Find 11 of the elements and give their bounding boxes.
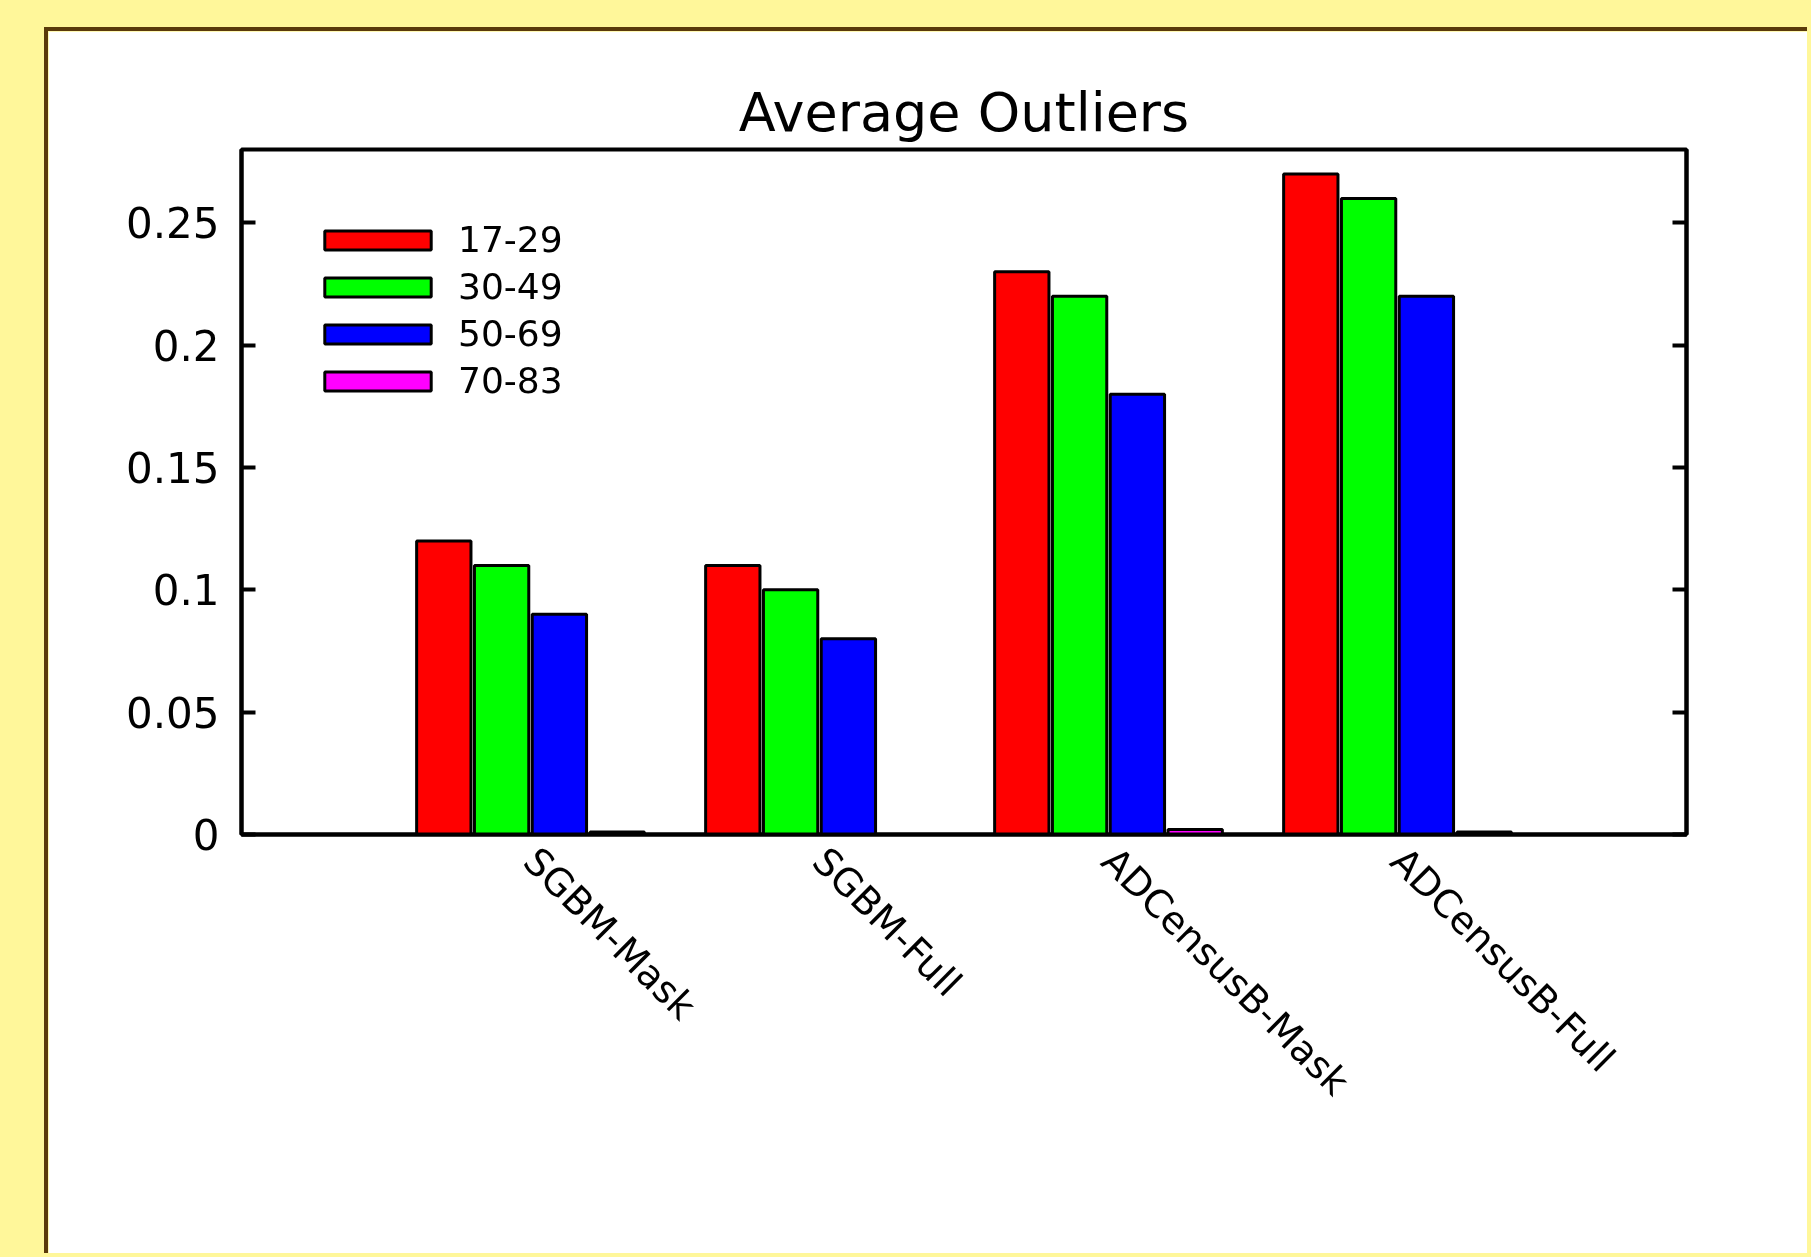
y-tick-label: 0.15: [125, 444, 220, 494]
legend-label: 17-29: [458, 219, 563, 260]
y-tick-label: 0: [192, 811, 220, 860]
y-tick-label: 0.05: [125, 688, 220, 738]
y-tick-label: 0.25: [125, 199, 220, 249]
legend-label: 30-49: [458, 266, 563, 307]
legend-label: 50-69: [458, 313, 563, 354]
y-tick-label: 0.2: [152, 321, 220, 371]
chart-title: Average Outliers: [738, 80, 1190, 144]
legend-label: 70-83: [458, 360, 563, 401]
y-tick-label: 0.1: [152, 566, 220, 616]
